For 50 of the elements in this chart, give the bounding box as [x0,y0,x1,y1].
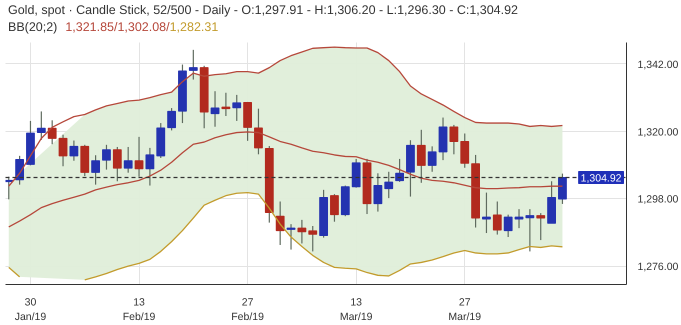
ref-line-label: 1,304.92 [580,172,622,185]
candlestick [221,92,230,117]
candlestick [460,132,470,168]
candlestick [536,212,546,241]
candlestick [167,107,176,132]
candlestick [145,147,154,186]
candlestick [449,124,458,155]
candlestick [525,208,534,252]
chart-title: Gold, spot · Candle Stick, 52/500 - Daily - O:1,297.91 - H:1,306.20 - L:1,296.30 - C:1,304.92 [8,2,518,19]
candlestick [286,224,296,250]
x-tick-label: 13 Feb/19 [122,296,156,323]
candlestick [352,158,361,188]
y-tick-label: 1,298.00 [638,194,679,206]
x-tick-label: 27 Feb/19 [231,296,264,323]
candlestick [36,110,46,141]
candlestick [232,94,242,122]
candlestick [48,120,57,145]
candlestick [373,172,382,212]
candlestick [482,192,491,234]
candlestick [428,146,437,172]
candlestick [308,225,318,252]
candlestick [297,219,306,244]
candlestick [102,144,111,170]
candlestick [112,146,122,182]
x-tick-label: 30 Jan/19 [14,296,46,323]
line-series [8,46,564,187]
y-tick-label: 1,320.00 [638,126,679,138]
candlestick [91,154,100,186]
candlestick [134,136,144,178]
y-tick-label: 1,342.00 [638,58,679,71]
x-tick-label: 27 Mar/19 [448,296,482,323]
candlestick [395,158,404,182]
candlestick [58,134,68,167]
candlestick [514,208,524,229]
text: BB(20;2) [8,20,58,34]
x-tick-label: 13 Mar/19 [340,296,373,323]
candlestick [558,173,567,205]
y-tick-label: 1,276.00 [638,261,679,274]
candlestick [384,171,394,199]
candlestick [124,146,133,174]
candlestick [504,214,513,238]
candlestick [210,90,220,128]
candlestick [492,200,502,236]
candlestick [69,140,78,162]
candlestick [416,129,426,184]
text: 1,282.31 [170,20,218,34]
text: 1,321.85/1,302.08/ [65,20,170,34]
candlestick [188,49,198,80]
candlestick [254,108,263,155]
candlestick [330,194,339,222]
